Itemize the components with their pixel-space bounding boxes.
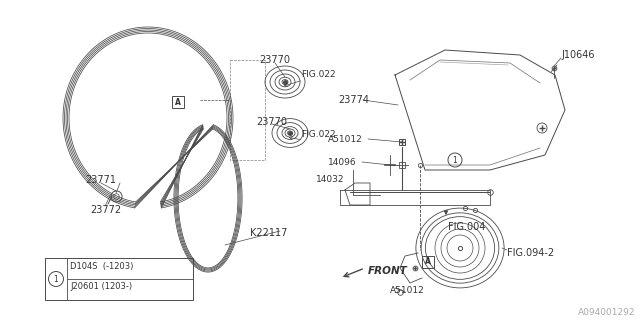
Text: K22117: K22117 <box>250 228 287 238</box>
Text: A51012: A51012 <box>328 135 363 144</box>
Text: 1: 1 <box>54 275 58 284</box>
Text: 14096: 14096 <box>328 158 356 167</box>
Text: J20601 (1203-): J20601 (1203-) <box>70 282 132 291</box>
Text: 23770: 23770 <box>256 117 287 127</box>
Text: FIG.004: FIG.004 <box>448 222 485 232</box>
Text: FRONT: FRONT <box>368 266 408 276</box>
Text: A: A <box>425 258 431 267</box>
Text: 14032: 14032 <box>316 175 344 184</box>
Text: FIG.022: FIG.022 <box>301 70 335 79</box>
Text: 23771: 23771 <box>85 175 116 185</box>
Bar <box>422 256 434 268</box>
Text: 23772: 23772 <box>90 205 121 215</box>
Text: D104S  (-1203): D104S (-1203) <box>70 262 133 271</box>
Text: A51012: A51012 <box>390 286 425 295</box>
Text: A094001292: A094001292 <box>577 308 635 317</box>
Text: FIG.022: FIG.022 <box>301 130 335 139</box>
Text: 23770: 23770 <box>259 55 290 65</box>
Text: A: A <box>175 98 181 107</box>
Text: J10646: J10646 <box>561 50 595 60</box>
Bar <box>45 258 193 300</box>
Text: 23774: 23774 <box>338 95 369 105</box>
Text: FIG.094-2: FIG.094-2 <box>507 248 554 258</box>
Text: 1: 1 <box>452 156 458 164</box>
Bar <box>172 96 184 108</box>
